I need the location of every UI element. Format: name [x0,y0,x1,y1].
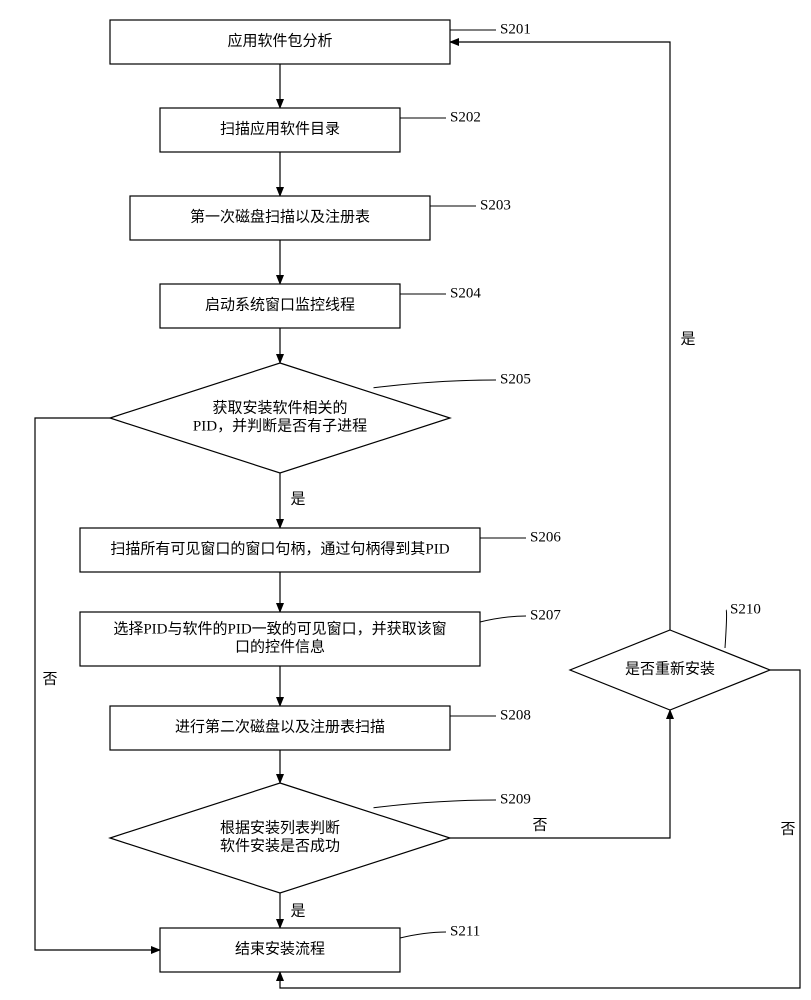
label-s206: S206 [530,529,561,545]
label-s204: S204 [450,285,481,301]
svg-text:获取安装软件相关的: 获取安装软件相关的 [212,399,347,416]
svg-text:选择PID与软件的PID一致的可见窗口，并获取该窗: 选择PID与软件的PID一致的可见窗口，并获取该窗 [113,619,446,637]
svg-text:根据安装列表判断: 根据安装列表判断 [220,819,340,836]
edge-label-s210_yes: 是 [680,331,695,347]
label-s205: S205 [500,371,531,387]
svg-text:扫描所有可见窗口的窗口句柄，通过句柄得到其PID: 扫描所有可见窗口的窗口句柄，通过句柄得到其PID [110,539,449,557]
svg-text:进行第二次磁盘以及注册表扫描: 进行第二次磁盘以及注册表扫描 [175,717,385,735]
svg-text:PID，并判断是否有子进程: PID，并判断是否有子进程 [193,417,367,434]
edge-label-s205_yes: 是 [290,491,305,507]
node-s204: 启动系统窗口监控线程 [160,284,400,328]
label-s207: S207 [530,607,561,623]
node-s202: 扫描应用软件目录 [160,108,400,152]
node-s209: 根据安装列表判断软件安装是否成功 [110,783,450,893]
edge-label-s209_no: 否 [532,817,547,833]
svg-text:第一次磁盘扫描以及注册表: 第一次磁盘扫描以及注册表 [190,207,370,225]
svg-text:扫描应用软件目录: 扫描应用软件目录 [220,119,340,137]
node-s205: 获取安装软件相关的PID，并判断是否有子进程 [110,363,450,473]
node-s211: 结束安装流程 [160,928,400,972]
label-s201: S201 [500,21,531,37]
node-s208: 进行第二次磁盘以及注册表扫描 [110,706,450,750]
svg-text:应用软件包分析: 应用软件包分析 [227,31,332,49]
nodes-layer: 应用软件包分析扫描应用软件目录第一次磁盘扫描以及注册表启动系统窗口监控线程获取安… [80,20,770,972]
label-s211: S211 [450,923,480,939]
edge-label-s210_no: 否 [780,821,795,837]
label-s210: S210 [730,601,761,617]
labels-layer: S201 S202 S203 S204 S205 S206 S207 S208 S209 S210… [374,21,761,939]
edge-label-s209_yes: 是 [290,903,305,919]
node-s201: 应用软件包分析 [110,20,450,64]
svg-text:启动系统窗口监控线程: 启动系统窗口监控线程 [205,295,355,313]
edge-s209_no [450,710,670,838]
svg-text:是否重新安装: 是否重新安装 [625,660,715,677]
label-s203: S203 [480,197,511,213]
svg-text:口的控件信息: 口的控件信息 [235,638,325,655]
label-s208: S208 [500,707,531,723]
node-s207: 选择PID与软件的PID一致的可见窗口，并获取该窗口的控件信息 [80,612,480,666]
label-s209: S209 [500,791,531,807]
node-s206: 扫描所有可见窗口的窗口句柄，通过句柄得到其PID [80,528,480,572]
svg-text:结束安装流程: 结束安装流程 [235,940,325,957]
label-s202: S202 [450,109,481,125]
svg-text:软件安装是否成功: 软件安装是否成功 [220,837,340,854]
node-s210: 是否重新安装 [570,630,770,710]
node-s203: 第一次磁盘扫描以及注册表 [130,196,430,240]
edge-label-s205_no: 否 [42,671,57,687]
